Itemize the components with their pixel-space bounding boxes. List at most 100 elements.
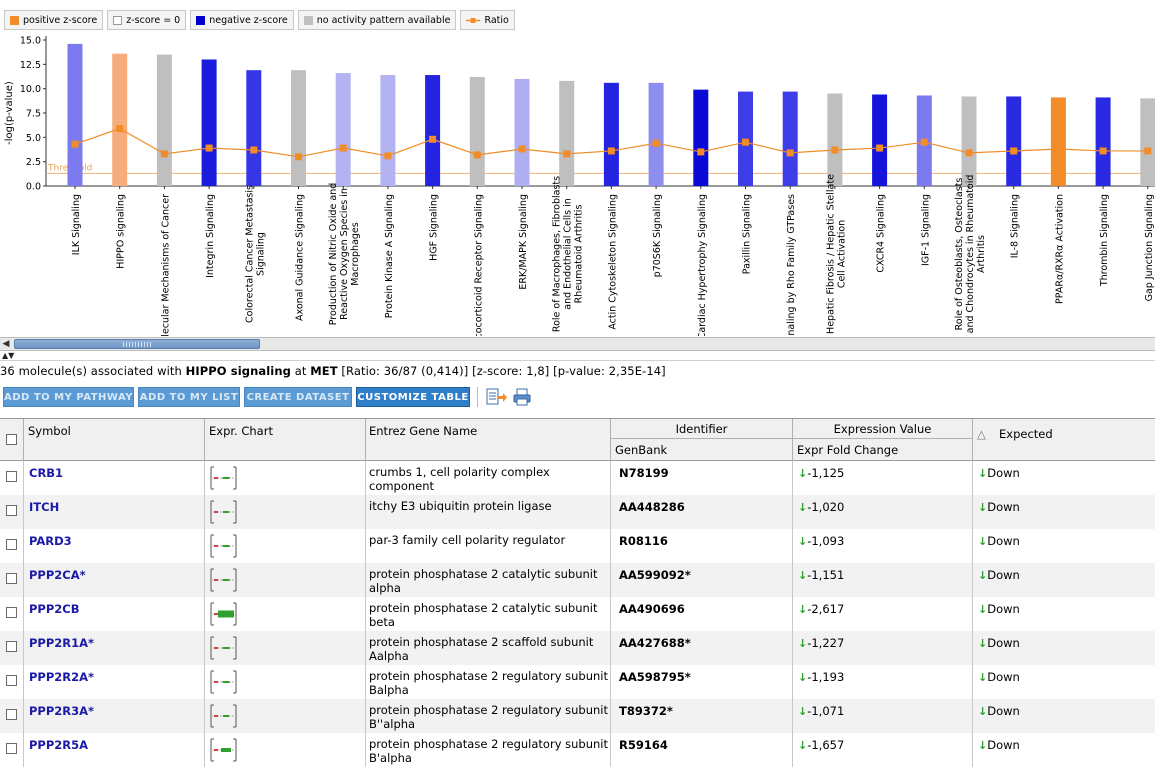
create-dataset-button[interactable]: CREATE DATASET: [244, 387, 352, 407]
export-table-icon[interactable]: [485, 387, 507, 407]
x-tick-label: HGF Signaling: [429, 194, 440, 261]
ratio-point: [473, 151, 481, 159]
expected-value: Down: [987, 500, 1020, 514]
ratio-point: [563, 150, 571, 158]
panel-splitter[interactable]: ▲▼: [0, 351, 1155, 361]
genbank-cell: AA427688*: [611, 631, 793, 665]
add-to-my-list-button[interactable]: ADD TO MY LIST: [138, 387, 240, 407]
gene-name-cell: protein phosphatase 2 regulatory subunit…: [366, 665, 611, 699]
chart-bar: [514, 78, 530, 186]
down-arrow-icon: ↓: [798, 501, 808, 514]
row-checkbox[interactable]: [6, 743, 17, 754]
customize-table-button[interactable]: CUSTOMIZE TABLE: [356, 387, 470, 407]
expected-value: Down: [987, 704, 1020, 718]
expr-chart-cell: [205, 597, 366, 631]
column-header-identifier[interactable]: Identifier GenBank: [611, 419, 793, 461]
expected-cell: ↓Down: [973, 665, 1155, 699]
expression-mini-chart[interactable]: [208, 600, 240, 628]
fold-change-cell: ↓-1,657: [793, 733, 973, 767]
genbank-cell: AA448286: [611, 495, 793, 529]
expression-mini-chart[interactable]: [208, 498, 240, 526]
expected-header-label: Expected: [999, 427, 1053, 441]
x-tick-label: IGF-1 Signaling: [920, 194, 931, 266]
genbank-id: T89372*: [619, 704, 673, 718]
chart-bar: [1140, 98, 1155, 186]
gene-symbol-link[interactable]: PPP2CB: [29, 602, 80, 616]
row-checkbox[interactable]: [6, 675, 17, 686]
column-header-symbol[interactable]: Symbol: [24, 419, 205, 461]
fold-change-cell: ↓-1,093: [793, 529, 973, 563]
table-row[interactable]: PPP2R2A* protein phosphatase 2 regulatory…: [0, 665, 1155, 699]
table-row[interactable]: ITCH itchy E3 ubiquitin protein ligase AA4…: [0, 495, 1155, 529]
scroll-thumb[interactable]: [14, 339, 260, 349]
expression-mini-bar: [223, 715, 229, 717]
table-row[interactable]: CRB1 crumbs 1, cell polarity complex comp…: [0, 461, 1155, 495]
symbol-header-label: Symbol: [28, 424, 71, 438]
expression-mini-chart[interactable]: [208, 702, 240, 730]
genbank-id: R59164: [619, 738, 668, 752]
gene-symbol-link[interactable]: PPP2R3A*: [29, 704, 95, 718]
x-tick-label: p70S6K Signaling: [652, 194, 663, 277]
expr-chart-cell: [205, 699, 366, 733]
table-row[interactable]: PPP2CA* protein phosphatase 2 catalytic s…: [0, 563, 1155, 597]
row-checkbox[interactable]: [6, 539, 17, 550]
expression-value-header-label: Expression Value: [793, 419, 972, 439]
row-checkbox[interactable]: [6, 607, 17, 618]
column-header-expression-value[interactable]: Expression Value Expr Fold Change: [793, 419, 973, 461]
expression-mini-chart[interactable]: [208, 634, 240, 662]
expression-mini-chart[interactable]: [208, 532, 240, 560]
chart-horizontal-scrollbar[interactable]: ◀: [0, 337, 1155, 351]
gene-symbol-link[interactable]: CRB1: [29, 466, 64, 480]
expected-cell: ↓Down: [973, 461, 1155, 495]
table-row[interactable]: PPP2R1A* protein phosphatase 2 scaffold s…: [0, 631, 1155, 665]
print-icon[interactable]: [511, 387, 533, 407]
row-checkbox[interactable]: [6, 471, 17, 482]
row-checkbox[interactable]: [6, 709, 17, 720]
gene-name-cell: crumbs 1, cell polarity complex componen…: [366, 461, 611, 495]
column-header-expr-chart[interactable]: Expr. Chart: [205, 419, 366, 461]
column-header-expected[interactable]: △ Expected: [973, 419, 1155, 461]
expression-mini-chart[interactable]: [208, 566, 240, 594]
x-tick-label: Actin Cytoskeleton Signaling: [607, 194, 618, 330]
sort-indicator-icon: △: [977, 427, 986, 441]
expression-mini-chart[interactable]: [208, 668, 240, 696]
x-tick-label: Signaling: [255, 232, 266, 276]
expr-chart-cell: [205, 665, 366, 699]
expression-mini-chart[interactable]: [208, 736, 240, 764]
select-all-checkbox[interactable]: [6, 434, 17, 445]
add-to-my-pathway-button[interactable]: ADD TO MY PATHWAY: [3, 387, 134, 407]
gene-symbol-link[interactable]: PPP2R5A: [29, 738, 89, 752]
row-select-cell: [0, 665, 24, 699]
down-arrow-icon: ↓: [798, 535, 808, 548]
row-select-cell: [0, 529, 24, 563]
expected-value: Down: [987, 534, 1020, 548]
table-row[interactable]: PARD3 par-3 family cell polarity regulato…: [0, 529, 1155, 563]
gene-name-cell: itchy E3 ubiquitin protein ligase: [366, 495, 611, 529]
fold-change-value: -1,125: [807, 466, 845, 480]
gene-symbol-link[interactable]: PPP2R2A*: [29, 670, 95, 684]
gene-symbol-link[interactable]: PPP2R1A*: [29, 636, 95, 650]
gene-symbol-link[interactable]: PARD3: [29, 534, 72, 548]
table-row[interactable]: PPP2R3A* protein phosphatase 2 regulatory…: [0, 699, 1155, 733]
genbank-id: AA427688*: [619, 636, 691, 650]
ratio-point: [1010, 147, 1018, 155]
column-header-entrez[interactable]: Entrez Gene Name: [366, 419, 611, 461]
gene-symbol-link[interactable]: PPP2CA*: [29, 568, 86, 582]
splitter-arrows-icon[interactable]: ▲▼: [2, 351, 15, 360]
y-tick-label: 12.5: [20, 60, 41, 71]
table-row[interactable]: PPP2R5A protein phosphatase 2 regulatory …: [0, 733, 1155, 767]
gene-symbol-link[interactable]: ITCH: [29, 500, 60, 514]
table-row[interactable]: PPP2CB protein phosphatase 2 catalytic su…: [0, 597, 1155, 631]
down-arrow-icon: ↓: [978, 705, 988, 718]
down-arrow-icon: ↓: [978, 739, 988, 752]
row-checkbox[interactable]: [6, 641, 17, 652]
row-checkbox[interactable]: [6, 505, 17, 516]
row-checkbox[interactable]: [6, 573, 17, 584]
row-select-cell: [0, 563, 24, 597]
down-arrow-icon: ↓: [798, 467, 808, 480]
gene-name-cell: protein phosphatase 2 catalytic subunit …: [366, 563, 611, 597]
down-arrow-icon: ↓: [798, 569, 808, 582]
scroll-left-arrow-icon[interactable]: ◀: [2, 339, 10, 349]
expression-mini-chart[interactable]: [208, 464, 240, 492]
expression-baseline-marker: [214, 511, 218, 513]
